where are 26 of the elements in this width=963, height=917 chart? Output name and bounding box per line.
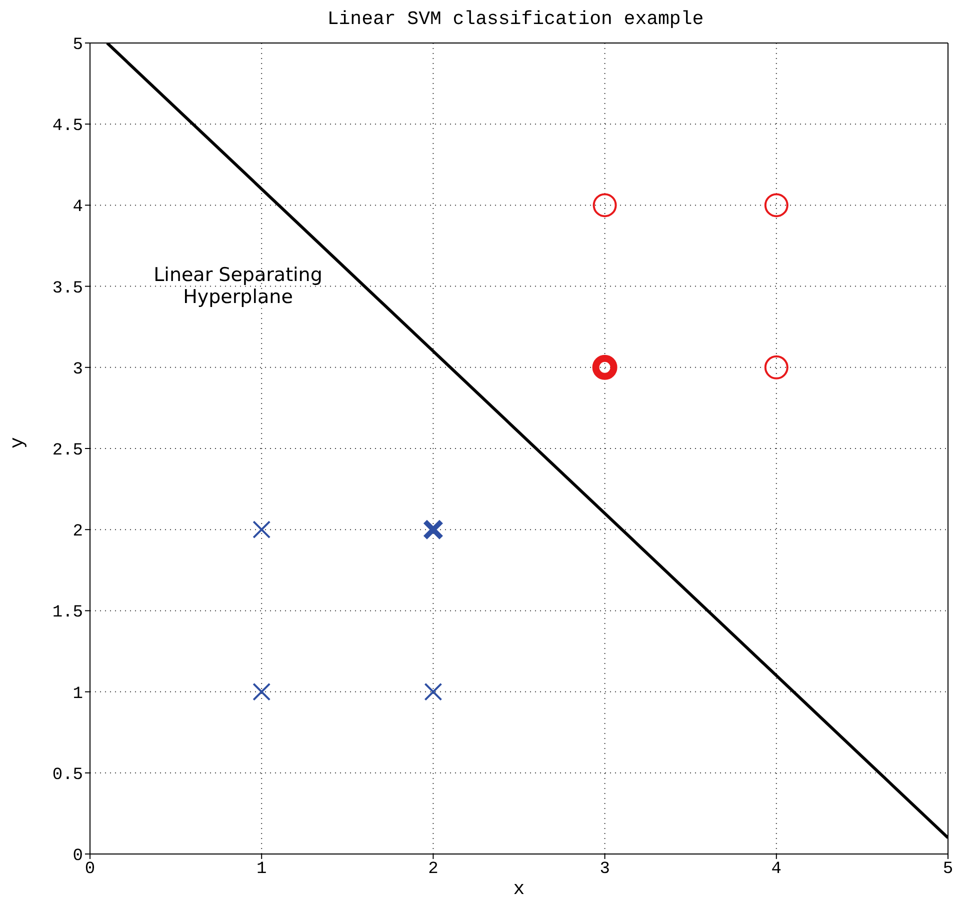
y-tick-label: 2 [72,522,83,542]
x-axis-title: x [513,878,525,900]
point [764,355,788,380]
point [592,193,617,218]
y-tick-label: 1 [72,684,83,704]
y-tick-label: 1.5 [52,604,83,623]
x-tick-label: 0 [84,860,96,880]
y-tick-label: 0 [72,847,83,866]
annotation: Linear Separating Hyperplane [152,264,324,308]
y-tick-label: 4.5 [52,117,83,136]
point [422,519,444,540]
y-tick-label: 5 [72,36,83,56]
x-tick-label: 2 [428,860,438,880]
point [592,354,618,380]
y-tick-label: 3 [72,360,83,380]
y-tick-label: 0.5 [52,766,83,785]
chart-title: Linear SVM classification example [326,8,705,32]
point [764,193,788,218]
x-tick-label: 5 [942,860,954,880]
x-tick-label: 4 [771,860,782,880]
y-tick-label: 4 [72,198,83,218]
x-tick-label: 1 [256,860,267,880]
y-tick-label: 3.5 [52,279,83,298]
x-tick-label: 3 [600,860,610,880]
y-tick-label: 2.5 [52,442,83,461]
y-axis-title: y [6,437,29,448]
